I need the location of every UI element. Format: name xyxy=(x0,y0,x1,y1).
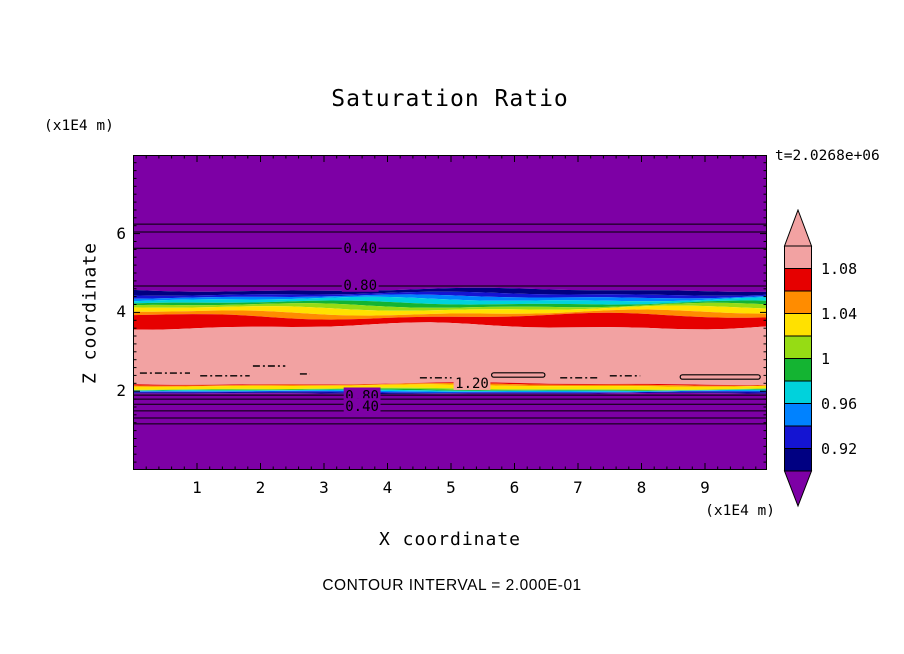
colorbar-tick-label: 1 xyxy=(821,349,831,368)
contour-plot-canvas: 0.400.801.200.800.40 xyxy=(133,155,767,470)
svg-text:0.40: 0.40 xyxy=(343,241,377,257)
colorbar-canvas xyxy=(783,208,813,508)
contour-interval-label: CONTOUR INTERVAL = 2.000E-01 xyxy=(322,577,582,594)
x-tick-label: 3 xyxy=(319,478,329,497)
y-tick-label: 4 xyxy=(116,302,126,322)
y-tick-label: 6 xyxy=(116,223,126,243)
x-axis-label: X coordinate xyxy=(378,529,522,550)
y-tick-label: 2 xyxy=(116,381,126,401)
y-axis-label-text: Z coordinate xyxy=(79,241,101,384)
svg-text:0.40: 0.40 xyxy=(345,399,379,415)
x-tick-label: 7 xyxy=(573,478,583,497)
y-axis-unit-label: (x1E4 m) xyxy=(44,118,114,134)
colorbar-tick-label: 1.04 xyxy=(821,304,858,323)
svg-text:0.80: 0.80 xyxy=(343,278,377,294)
plot-title: Saturation Ratio xyxy=(331,86,569,112)
colorbar xyxy=(783,208,813,509)
colorbar-tick-label: 0.92 xyxy=(821,439,858,458)
x-tick-label: 6 xyxy=(509,478,520,497)
svg-text:1.20: 1.20 xyxy=(455,376,489,392)
x-tick-label: 9 xyxy=(700,478,710,497)
y-axis-label: Z coordinate xyxy=(78,155,102,470)
colorbar-tick-label: 0.96 xyxy=(821,394,858,413)
colorbar-tick-label: 1.08 xyxy=(821,259,858,278)
x-tick-label: 8 xyxy=(636,478,647,497)
x-tick-label: 4 xyxy=(382,478,393,497)
x-tick-label: 1 xyxy=(192,478,202,497)
time-label: t=2.0268e+06 xyxy=(775,148,880,164)
x-tick-label: 5 xyxy=(446,478,456,497)
x-axis-unit-label: (x1E4 m) xyxy=(705,503,775,519)
plot-area: 0.40 0.80 1.20 0.80 0.40 xyxy=(133,155,767,470)
x-tick-label: 2 xyxy=(255,478,266,497)
